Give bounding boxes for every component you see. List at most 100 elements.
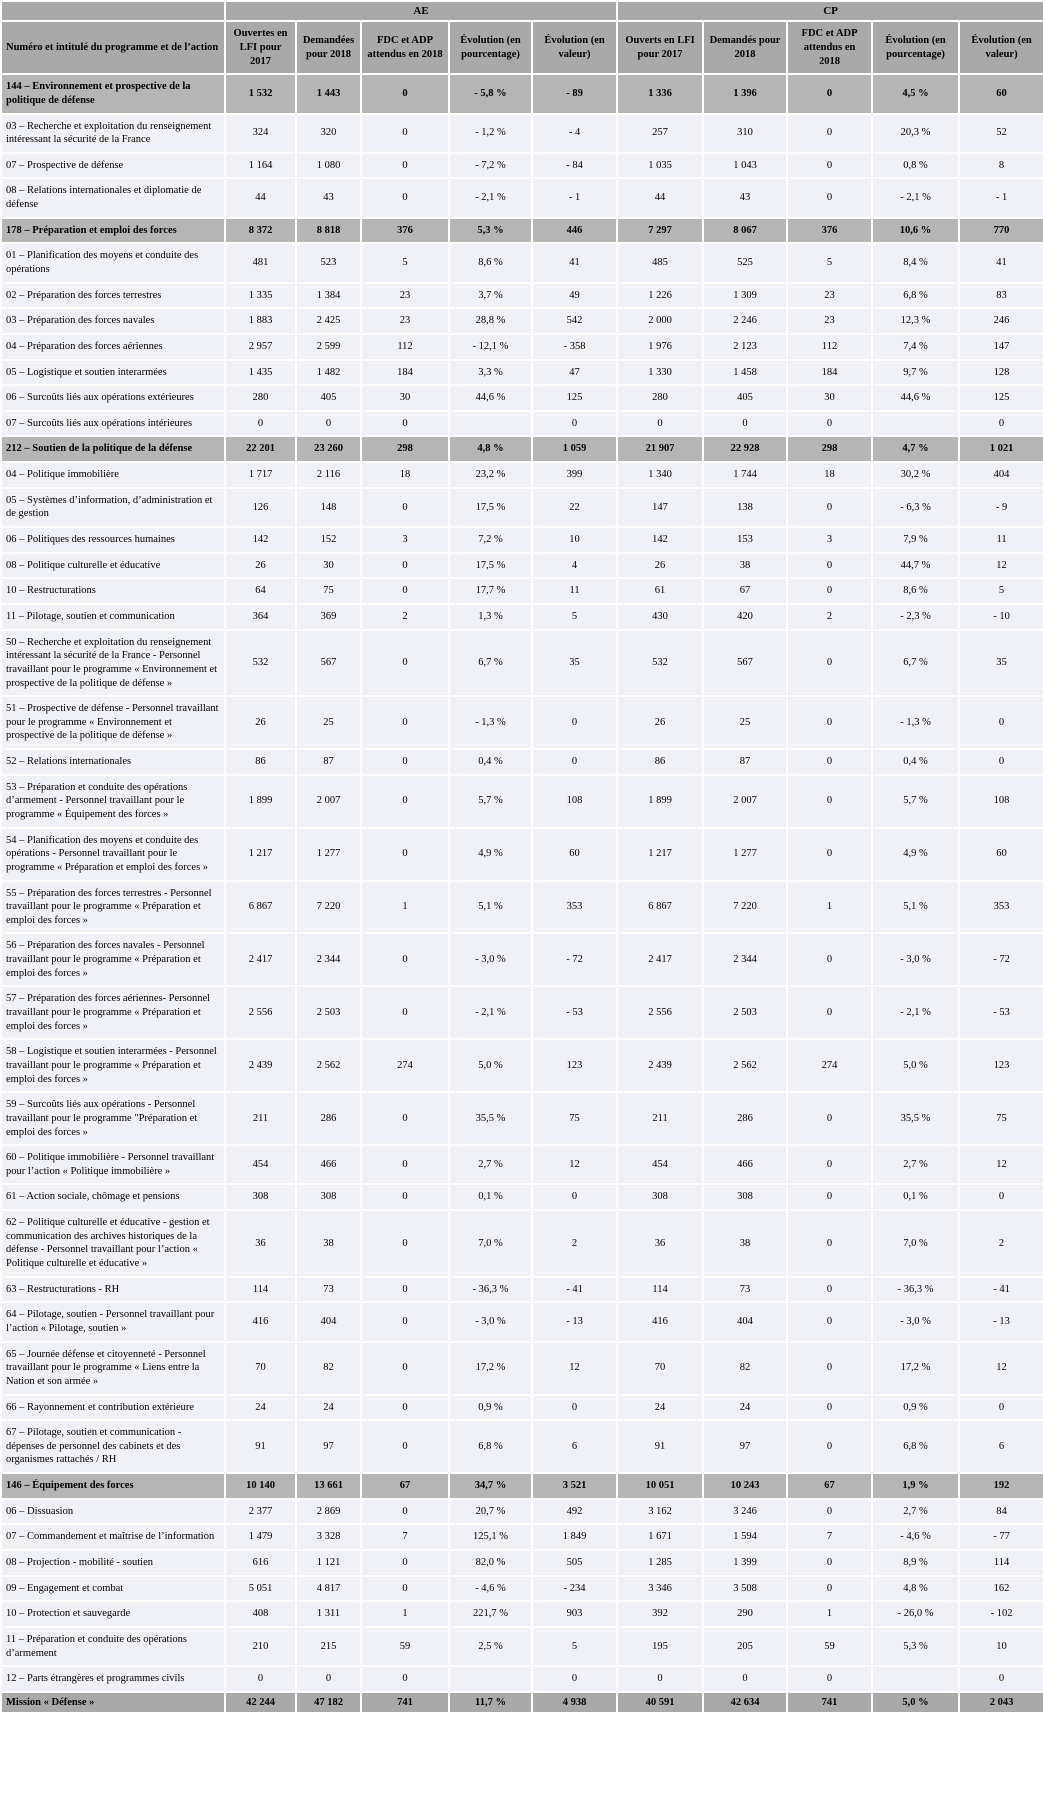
cell-ae-1: 25 bbox=[295, 695, 362, 751]
row-label: 03 – Recherche et exploitation du rensei… bbox=[0, 112, 226, 154]
cell-cp-4: 128 bbox=[958, 358, 1043, 387]
cell-ae-2: 0 bbox=[360, 1340, 450, 1396]
cell-ae-3: 0,9 % bbox=[448, 1393, 533, 1422]
cell-ae-1: 152 bbox=[295, 526, 362, 554]
cell-cp-3: 4,9 % bbox=[871, 826, 961, 882]
cell-cp-2: 0 bbox=[786, 73, 874, 115]
row-label: 65 – Journée défense et citoyenneté - Pe… bbox=[0, 1340, 226, 1396]
cell-ae-2: 1 bbox=[360, 1600, 450, 1628]
row-label: 11 – Pilotage, soutien et communication bbox=[0, 602, 226, 631]
row-label: 50 – Recherche et exploitation du rensei… bbox=[0, 628, 226, 698]
table-row-action: 10 – Protection et sauvegarde 408 1 311 1 22… bbox=[0, 1600, 1043, 1628]
cell-ae-3: 5,0 % bbox=[448, 1038, 533, 1094]
cell-ae-0: 210 bbox=[224, 1625, 297, 1668]
column-header-cp-2: FDC et ADP attendus en 2018 bbox=[786, 20, 874, 76]
cell-cp-0: 430 bbox=[616, 602, 705, 631]
column-header-ae-3: Évolution (en pourcentage) bbox=[448, 20, 533, 76]
cell-ae-1: 1 482 bbox=[295, 358, 362, 387]
cell-cp-1: 97 bbox=[702, 1419, 789, 1475]
cell-cp-0: 211 bbox=[616, 1091, 705, 1147]
cell-ae-2: 0 bbox=[360, 1209, 450, 1278]
table-row-action: 09 – Engagement et combat 5 051 4 817 0- 4,… bbox=[0, 1574, 1043, 1603]
cell-cp-2: 0 bbox=[786, 1275, 874, 1304]
cell-cp-2: 1 bbox=[786, 1600, 874, 1628]
cell-cp-0: 114 bbox=[616, 1275, 705, 1304]
cell-cp-0: 3 346 bbox=[616, 1574, 705, 1603]
cell-ae-3: 7,0 % bbox=[448, 1209, 533, 1278]
cell-cp-1: 1 594 bbox=[702, 1523, 789, 1551]
cell-ae-3: 5,1 % bbox=[448, 879, 533, 935]
cell-cp-3: 5,0 % bbox=[871, 1038, 961, 1094]
cell-cp-4: - 72 bbox=[958, 932, 1043, 988]
cell-ae-2: 0 bbox=[360, 177, 450, 219]
cell-cp-4: 0 bbox=[958, 1665, 1043, 1693]
cell-cp-4: 75 bbox=[958, 1091, 1043, 1147]
row-label: 54 – Planification des moyens et conduit… bbox=[0, 826, 226, 882]
cell-ae-3: 7,2 % bbox=[448, 526, 533, 554]
cell-ae-0: 1 435 bbox=[224, 358, 297, 387]
cell-cp-0: 10 051 bbox=[616, 1472, 705, 1500]
cell-ae-4: 505 bbox=[530, 1548, 619, 1577]
row-label: 62 – Politique culturelle et éducative -… bbox=[0, 1209, 226, 1278]
cell-ae-3: 1,3 % bbox=[448, 602, 533, 631]
cell-cp-3: 44,6 % bbox=[871, 384, 961, 412]
cell-ae-3: - 3,0 % bbox=[448, 932, 533, 988]
cell-cp-2: 0 bbox=[786, 1393, 874, 1422]
cell-ae-3: 5,3 % bbox=[448, 216, 533, 245]
cell-ae-4: - 84 bbox=[530, 151, 619, 180]
cell-ae-4: 3 521 bbox=[530, 1472, 619, 1500]
cell-ae-3: - 2,1 % bbox=[448, 985, 533, 1041]
cell-cp-3 bbox=[871, 1665, 961, 1693]
column-header-ae-4: Évolution (en valeur) bbox=[530, 20, 619, 76]
cell-ae-4: 75 bbox=[530, 1091, 619, 1147]
cell-cp-2: 0 bbox=[786, 1665, 874, 1693]
cell-ae-3: 221,7 % bbox=[448, 1600, 533, 1628]
cell-cp-3: 1,9 % bbox=[871, 1472, 961, 1500]
cell-ae-1: 2 503 bbox=[295, 985, 362, 1041]
cell-cp-2: 67 bbox=[786, 1472, 874, 1500]
cell-ae-2: 0 bbox=[360, 1548, 450, 1577]
cell-ae-3: - 36,3 % bbox=[448, 1275, 533, 1304]
cell-cp-3: 30,2 % bbox=[871, 461, 961, 489]
row-label: 10 – Restructurations bbox=[0, 577, 226, 605]
row-label: 56 – Préparation des forces navales - Pe… bbox=[0, 932, 226, 988]
cell-cp-4: 353 bbox=[958, 879, 1043, 935]
cell-ae-2: 18 bbox=[360, 461, 450, 489]
cell-ae-1: 2 344 bbox=[295, 932, 362, 988]
cell-ae-2: 59 bbox=[360, 1625, 450, 1668]
cell-cp-4: - 77 bbox=[958, 1523, 1043, 1551]
cell-cp-3: - 1,3 % bbox=[871, 695, 961, 751]
cell-ae-3: 0,4 % bbox=[448, 748, 533, 776]
cell-cp-2: 7 bbox=[786, 1523, 874, 1551]
cell-ae-0: 308 bbox=[224, 1183, 297, 1212]
table-row-program: 178 – Préparation et emploi des forces 8 … bbox=[0, 216, 1043, 245]
row-label: 64 – Pilotage, soutien - Personnel trava… bbox=[0, 1301, 226, 1343]
cell-cp-3: 8,6 % bbox=[871, 577, 961, 605]
cell-ae-2: 0 bbox=[360, 628, 450, 698]
cell-cp-0: 7 297 bbox=[616, 216, 705, 245]
table-row-action: 08 – Projection - mobilité - soutien 616 1… bbox=[0, 1548, 1043, 1577]
cell-cp-3: - 3,0 % bbox=[871, 932, 961, 988]
cell-ae-0: 408 bbox=[224, 1600, 297, 1628]
table-row-action: 61 – Action sociale, chômage et pensions… bbox=[0, 1183, 1043, 1212]
cell-cp-1: 2 503 bbox=[702, 985, 789, 1041]
table-row-action: 66 – Rayonnement et contribution extérie… bbox=[0, 1393, 1043, 1422]
cell-cp-2: 5 bbox=[786, 242, 874, 284]
cell-ae-4: 12 bbox=[530, 1340, 619, 1396]
cell-cp-3: 4,8 % bbox=[871, 1574, 961, 1603]
cell-cp-3: 7,4 % bbox=[871, 332, 961, 361]
cell-cp-4: - 9 bbox=[958, 486, 1043, 529]
cell-ae-2: 0 bbox=[360, 748, 450, 776]
cell-ae-2: 30 bbox=[360, 384, 450, 412]
cell-ae-1: 2 425 bbox=[295, 307, 362, 335]
cell-ae-3: 125,1 % bbox=[448, 1523, 533, 1551]
cell-ae-2: 0 bbox=[360, 151, 450, 180]
row-label: 58 – Logistique et soutien interarmées -… bbox=[0, 1038, 226, 1094]
cell-cp-1: 2 246 bbox=[702, 307, 789, 335]
cell-cp-3: 35,5 % bbox=[871, 1091, 961, 1147]
cell-ae-0: 1 899 bbox=[224, 773, 297, 829]
cell-cp-0: 280 bbox=[616, 384, 705, 412]
cell-cp-4: 0 bbox=[958, 748, 1043, 776]
group-header-ae: AE bbox=[223, 0, 619, 23]
column-header-ae-1: Demandées pour 2018 bbox=[295, 20, 362, 76]
